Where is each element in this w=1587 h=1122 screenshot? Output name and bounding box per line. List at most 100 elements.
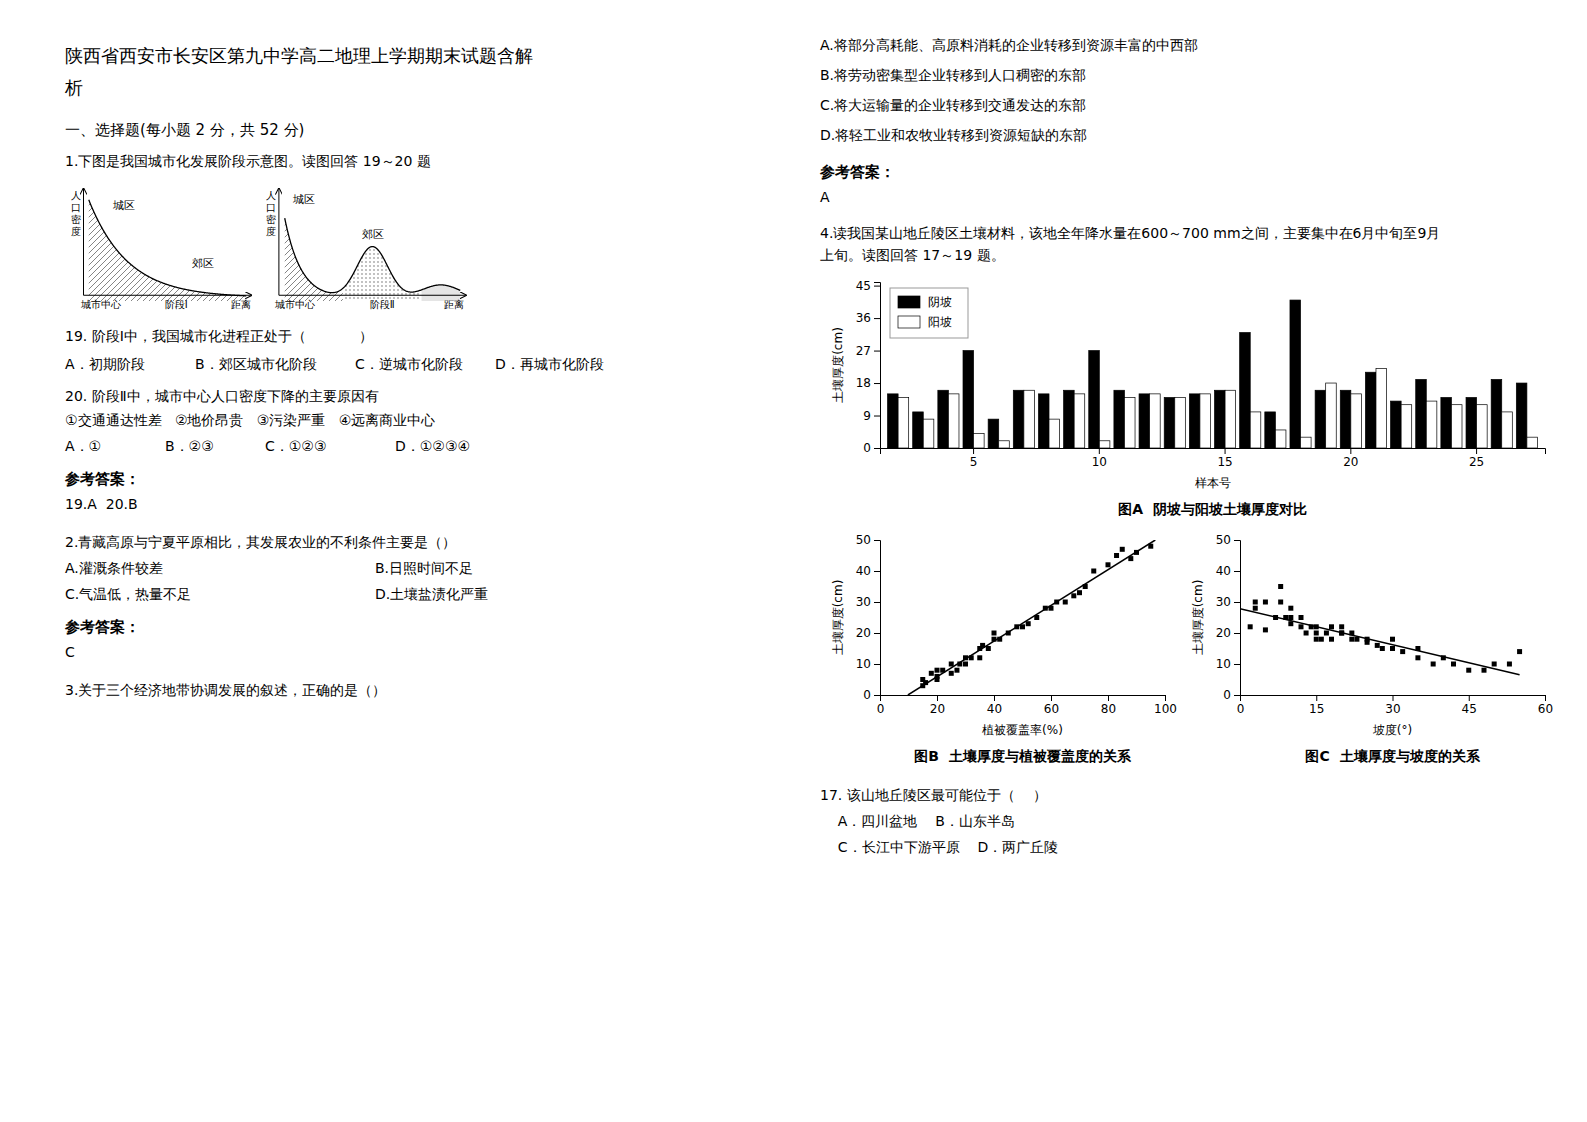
tick: 36 [856, 311, 880, 325]
tick-mark [874, 448, 880, 449]
tick-mark [874, 602, 880, 603]
bar [938, 390, 949, 448]
tick-mark [874, 664, 880, 665]
tick: 20 [1343, 448, 1358, 469]
page-text: 参考答案： [64, 618, 140, 636]
x-axis-title: 坡度(°) [1372, 723, 1412, 737]
page-text: C.将大运输量的企业转移到交通发达的东部 [820, 97, 1086, 113]
tick-mark [937, 695, 938, 701]
tick: 20 [1216, 626, 1240, 640]
diagram-axis [278, 188, 279, 295]
tick-label: 18 [856, 376, 871, 390]
tick: 0 [1223, 688, 1240, 702]
bar [1315, 390, 1326, 448]
bar [1491, 379, 1502, 448]
tick-label: 9 [863, 409, 871, 423]
bar [1049, 419, 1060, 448]
tick-label: 36 [856, 311, 871, 325]
tick: 40 [1216, 564, 1240, 578]
tick: 0 [1237, 695, 1245, 716]
page-text: C.气温低，热量不足 [65, 586, 191, 602]
plot-area [888, 300, 1538, 448]
legend-label: 阳坡 [928, 315, 952, 329]
point [1451, 662, 1456, 667]
axis-line [881, 449, 1546, 455]
tick: 45 [856, 279, 880, 293]
tick-label: 20 [1216, 626, 1231, 640]
point [1329, 624, 1334, 629]
point [1507, 662, 1512, 667]
axis-line [1234, 541, 1241, 696]
tick: 10 [856, 657, 880, 671]
point [1375, 643, 1380, 648]
chart-caption: 图B 土壤厚度与植被覆盖度的关系 [914, 748, 1131, 764]
bar [1340, 390, 1351, 448]
tick-mark [874, 318, 880, 319]
bar-chart: 5101520250918273645样本号土壤厚度(cm)图A 阴坡与阳坡土壤… [831, 279, 1546, 517]
point [949, 662, 954, 667]
tick-label: 45 [1462, 702, 1477, 716]
page-text: A.灌溉条件较差 [65, 560, 163, 576]
point [1400, 649, 1405, 654]
tick: 50 [1216, 533, 1240, 547]
tick-label: 0 [1237, 702, 1245, 716]
point [1114, 553, 1119, 558]
bar [1416, 379, 1427, 448]
page-text: 上旬。读图回答 17～19 题。 [820, 247, 1005, 263]
point [1026, 621, 1031, 626]
plot-area [908, 540, 1155, 695]
tick: 5 [970, 448, 978, 469]
page-text: 3.关于三个经济地带协调发展的叙述，正确的是（） [65, 682, 386, 698]
axis: 01020304050 [856, 533, 881, 702]
tick-label: 45 [856, 279, 871, 293]
tick-label: 60 [1538, 702, 1553, 716]
tick: 40 [987, 695, 1002, 716]
scatter-chart: 02040608010001020304050植被覆盖率(%)土壤厚度(cm)图… [831, 533, 1177, 764]
x-axis-title: 植被覆盖率(%) [982, 723, 1063, 737]
tick: 30 [1216, 595, 1240, 609]
tick-mark [1545, 695, 1546, 701]
tick: 15 [1309, 695, 1324, 716]
bar [1326, 383, 1337, 448]
plot-area [1240, 584, 1522, 675]
tick-mark [1469, 695, 1470, 701]
urbanization-diagram: 人口密度城区郊区城市中心阶段Ⅰ距离 [71, 188, 252, 310]
point [1380, 646, 1385, 651]
point [1120, 547, 1125, 552]
diagram-area [89, 200, 247, 301]
y-axis-title: 土壤厚度(cm) [831, 327, 845, 403]
bar [1189, 394, 1200, 448]
tick-mark [1234, 540, 1240, 541]
tick-label: 20 [1343, 455, 1358, 469]
bar [1139, 394, 1150, 448]
tick-mark [994, 695, 995, 701]
point-series [920, 544, 1153, 689]
axis-line [874, 283, 881, 449]
page-text: C．①②③ [265, 438, 326, 454]
page-texts: 陕西省西安市长安区第九中学高二地理上学期期末试题含解析一、选择题(每小题 2 分… [64, 37, 1440, 855]
page-text: A．① [65, 438, 101, 454]
page-text: A [820, 189, 830, 205]
point [1288, 606, 1293, 611]
tick-mark [1108, 695, 1109, 701]
point [1304, 631, 1309, 636]
page-text: C [65, 644, 75, 660]
tick-label: 5 [970, 455, 978, 469]
tick-mark [1234, 695, 1240, 696]
tick: 20 [930, 695, 945, 716]
tick-label: 0 [863, 688, 871, 702]
bar [1124, 397, 1135, 448]
fit-line [908, 540, 1155, 695]
tick-mark [1350, 448, 1351, 454]
tick-label: 0 [877, 702, 885, 716]
diagram-label: 阶段Ⅰ [165, 299, 188, 310]
page-canvas: 陕西省西安市长安区第九中学高二地理上学期期末试题含解析一、选择题(每小题 2 分… [0, 0, 1587, 1122]
bar [1089, 351, 1100, 448]
legend-swatch [898, 296, 920, 308]
tick-label: 50 [856, 533, 871, 547]
point-series [1248, 584, 1522, 673]
bar [1240, 333, 1251, 448]
tick: 100 [1154, 695, 1177, 716]
page-text: 19.A 20.B [65, 496, 138, 512]
tick-label: 10 [1092, 455, 1107, 469]
